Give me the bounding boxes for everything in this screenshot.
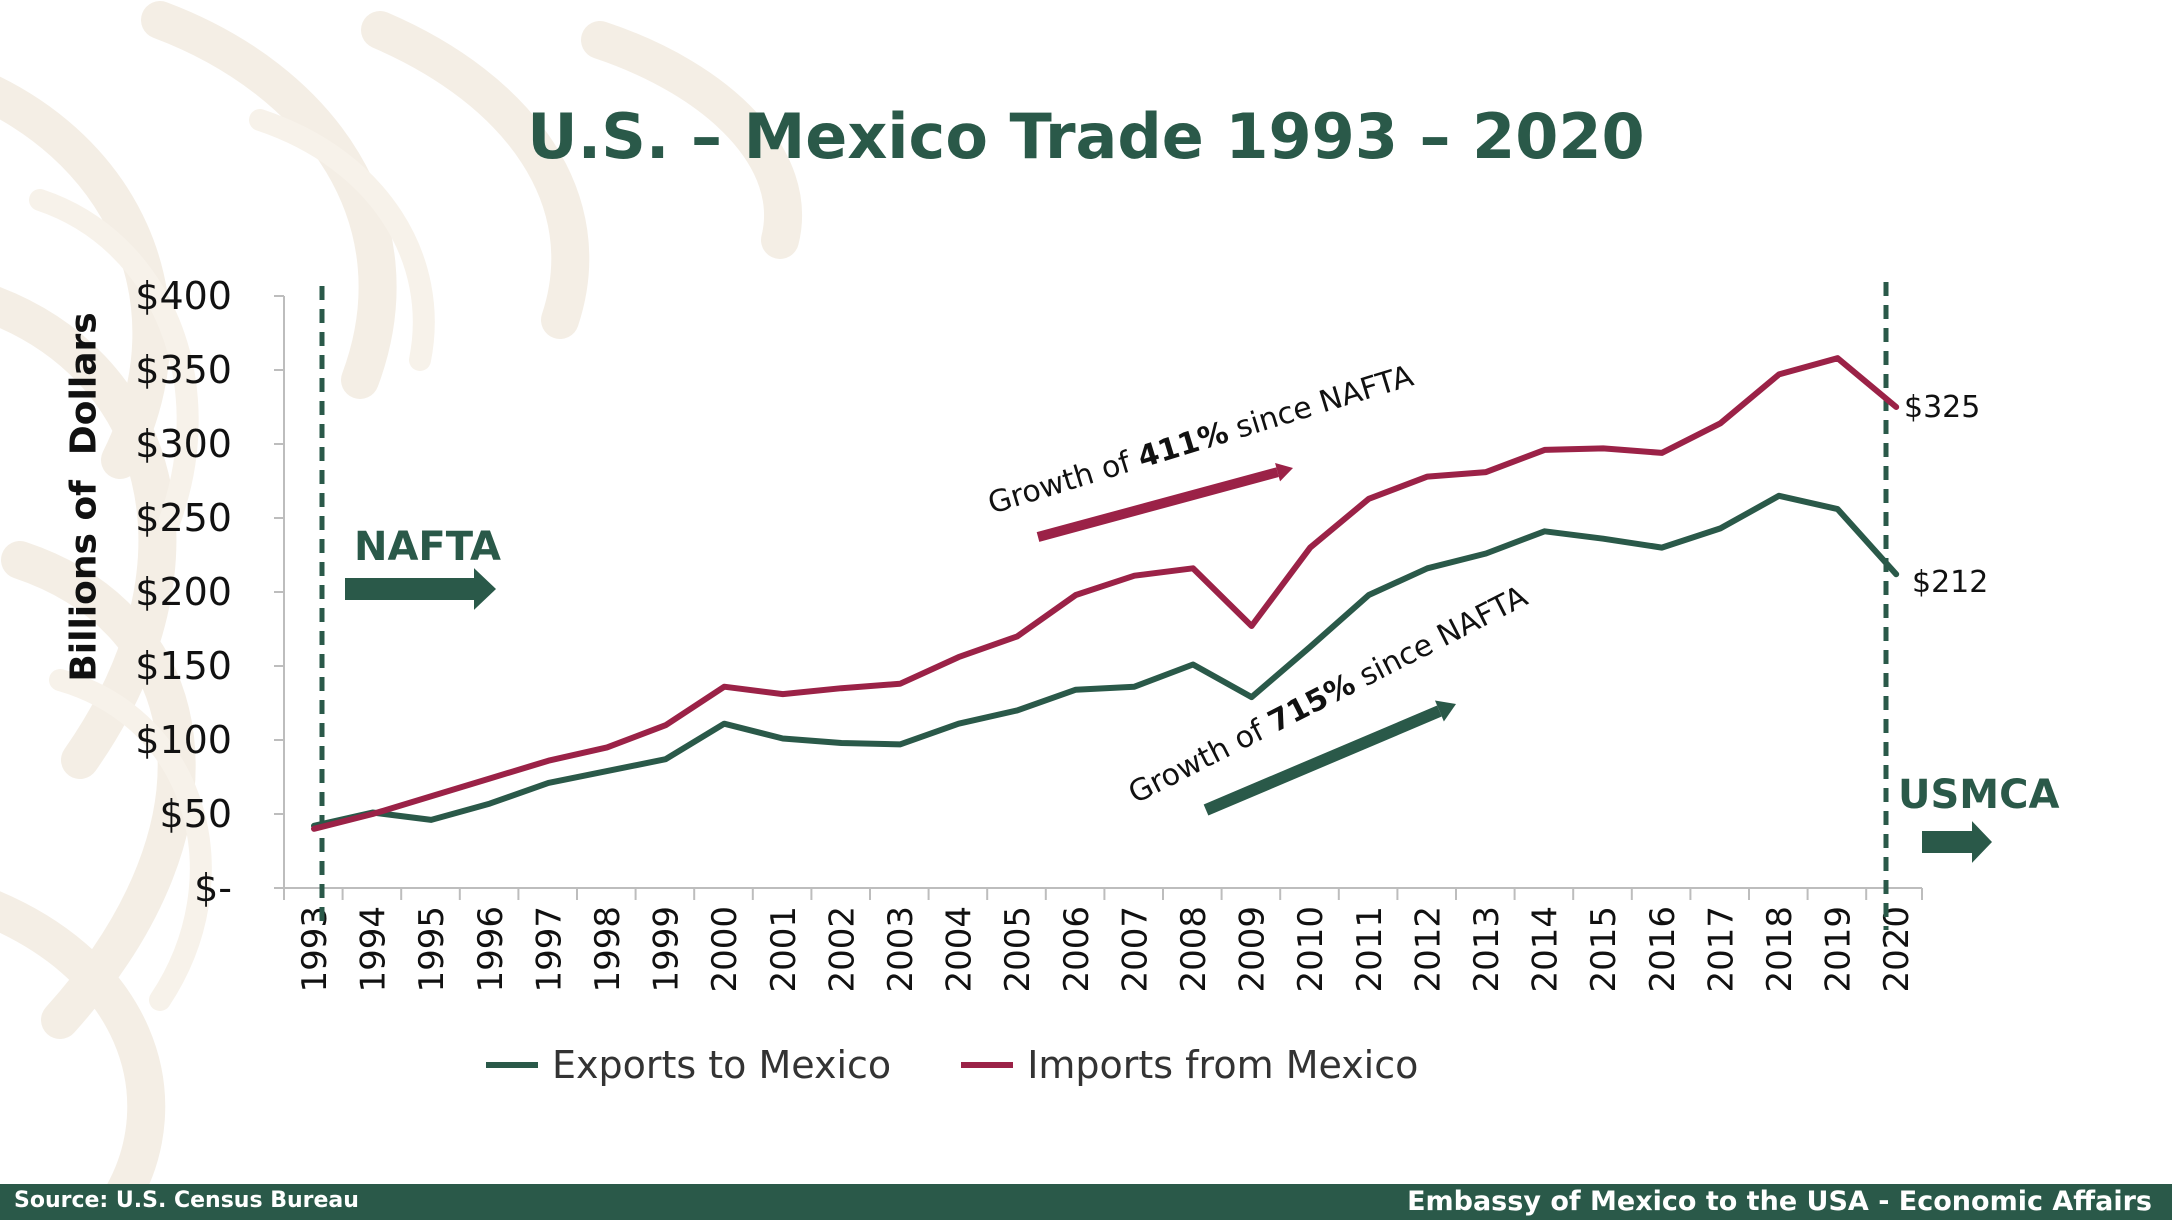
x-tick-label: 2017 [1701,906,1741,993]
x-tick-label: 2015 [1584,906,1624,993]
x-tick-label: 2020 [1877,906,1917,993]
growth-imports-arrow-shaft [1036,467,1279,542]
x-tick-label: 2007 [1115,906,1155,993]
y-tick-label: $- [194,866,232,910]
x-tick-label: 2016 [1643,906,1683,993]
x-tick-label: 2019 [1819,906,1859,993]
legend-swatch-exports [486,1062,538,1068]
legend-swatch-imports [961,1062,1014,1068]
x-tick-label: 2018 [1760,906,1800,993]
x-tick-label: 2012 [1408,906,1448,993]
x-tick-label: 2009 [1233,906,1273,993]
x-tick-label: 2004 [940,906,980,993]
x-tick-label: 1996 [471,906,511,993]
y-tick-label: $400 [135,274,232,318]
nafta-arrow-head [474,568,496,610]
x-tick-label: 2010 [1291,906,1331,993]
usmca-label: USMCA [1898,772,2060,818]
x-tick-label: 2005 [998,906,1038,993]
x-tick-label: 2014 [1526,906,1566,993]
growth-exports-arrow-shaft [1203,705,1442,816]
y-tick-label: $250 [135,496,232,540]
y-tick-label: $150 [135,644,232,688]
x-tick-label: 2006 [1057,906,1097,993]
source-credit: Source: U.S. Census Bureau [14,1188,359,1213]
growth-exports-arrow-head [1434,700,1456,722]
legend-item-exports: Exports to Mexico [486,1043,891,1087]
y-tick-label: $300 [135,422,232,466]
imports-end-value: $325 [1904,390,1981,425]
x-tick-label: 1993 [295,906,335,993]
x-tick-label: 2013 [1467,906,1507,993]
x-tick-label: 1999 [647,906,687,993]
chart-legend: Exports to Mexico Imports from Mexico [486,1040,1488,1090]
chart-title: U.S. – Mexico Trade 1993 – 2020 [527,100,1645,173]
legend-label-imports: Imports from Mexico [1027,1043,1419,1087]
y-tick-label: $200 [135,570,232,614]
y-tick-label: $100 [135,718,232,762]
nafta-label: NAFTA [354,524,501,570]
x-tick-label: 2003 [881,906,921,993]
y-tick-label: $350 [135,348,232,392]
x-tick-label: 1995 [412,906,452,993]
legend-label-exports: Exports to Mexico [552,1043,892,1087]
x-tick-label: 2008 [1174,906,1214,993]
footer-bar: Source: U.S. Census Bureau Embassy of Me… [0,1184,2172,1220]
growth-imports-arrow-head [1275,463,1293,482]
x-tick-label: 2001 [764,906,804,993]
exports-series-line [311,492,1900,829]
x-tick-label: 2011 [1350,906,1390,993]
usmca-arrow-head [1972,821,1992,863]
imports-series-line [311,355,1900,832]
x-tick-label: 2002 [822,906,862,993]
y-tick-label: $50 [159,792,232,836]
exports-end-value: $212 [1912,565,1989,600]
legend-item-imports: Imports from Mexico [961,1043,1418,1087]
x-tick-label: 1997 [529,906,569,993]
x-tick-label: 2000 [705,906,745,993]
x-tick-label: 1994 [354,906,394,993]
x-tick-label: 1998 [588,906,628,993]
embassy-credit: Embassy of Mexico to the USA - Economic … [1407,1186,2152,1217]
